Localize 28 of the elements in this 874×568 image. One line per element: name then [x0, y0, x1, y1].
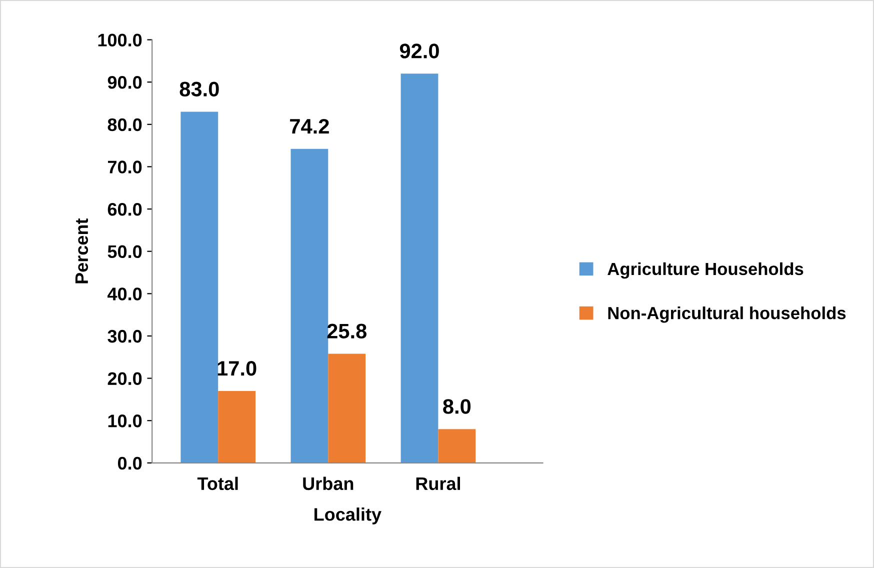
bar [218, 390, 256, 463]
legend-label: Non-Agricultural households [608, 306, 846, 323]
data-label: 74.2 [290, 118, 329, 134]
y-tick-label: 80.0 [108, 118, 142, 132]
data-label: 83.0 [180, 82, 219, 96]
y-tick-label: 50.0 [108, 245, 142, 258]
y-tick-label: 10.0 [108, 414, 142, 428]
y-tick-label: 20.0 [108, 372, 142, 386]
x-axis-title: Locality [314, 508, 382, 524]
bar [328, 354, 366, 463]
y-tick-label: 90.0 [108, 76, 142, 89]
bar [438, 429, 476, 463]
x-tick-label: Total [197, 476, 238, 490]
bar [400, 74, 438, 463]
data-label: 8.0 [443, 399, 471, 414]
y-tick-label: 30.0 [108, 330, 142, 343]
y-tick-label: 0.0 [118, 456, 142, 470]
y-tick-label: 70.0 [108, 160, 142, 174]
bar [290, 148, 328, 463]
x-tick-label: Urban [303, 476, 354, 490]
y-axis-title: Percent [75, 218, 88, 284]
legend-label: Agriculture Households [608, 262, 804, 279]
bar [180, 112, 218, 463]
data-label: 92.0 [400, 44, 439, 58]
y-tick-label: 100.0 [98, 34, 142, 46]
y-tick-label: 40.0 [107, 288, 142, 300]
x-tick-label: Rural [416, 476, 460, 490]
y-tick-label: 60.0 [108, 202, 142, 216]
